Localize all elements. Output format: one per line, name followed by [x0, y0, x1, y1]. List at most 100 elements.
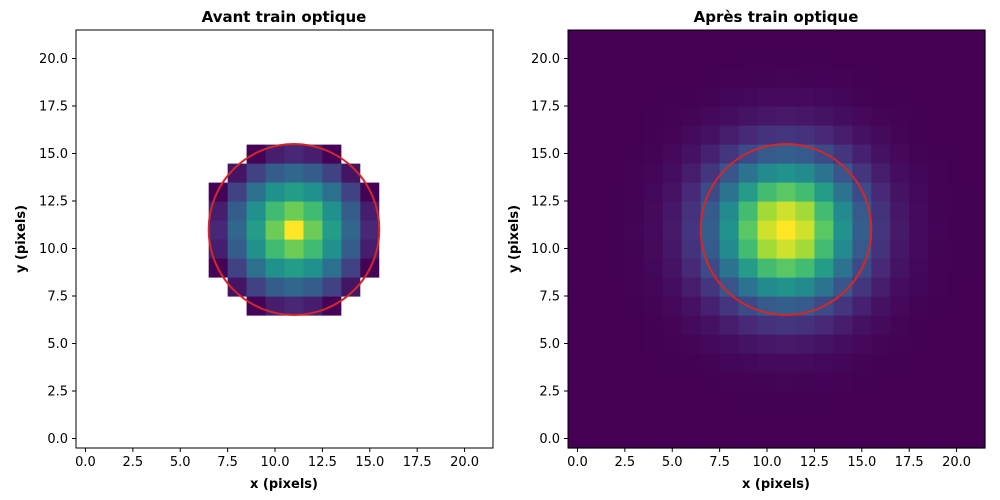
heatmap-cell	[170, 239, 191, 259]
heatmap-cell	[586, 353, 607, 373]
heatmap-cell	[795, 106, 815, 126]
heatmap-cell	[947, 391, 967, 411]
heatmap-cell	[474, 372, 494, 392]
heatmap-cell	[909, 429, 929, 449]
heatmap-cell	[605, 315, 626, 335]
heatmap-cell	[700, 296, 721, 316]
heatmap-cell	[455, 372, 475, 392]
heatmap-cell	[738, 315, 759, 335]
heatmap-cell	[605, 277, 626, 297]
x-tick-label: 7.5	[709, 455, 730, 470]
heatmap-cell	[151, 49, 172, 69]
heatmap-cell	[909, 410, 929, 430]
heatmap-cell	[436, 372, 456, 392]
plot-frame	[75, 29, 494, 449]
heatmap-cell	[795, 315, 815, 335]
heatmap-cell	[681, 353, 702, 373]
heatmap-cell	[586, 49, 607, 69]
heatmap-cell	[208, 30, 229, 50]
heatmap-cell	[890, 334, 910, 354]
heatmap-cell	[605, 182, 626, 202]
y-tick-label: 5.0	[47, 337, 68, 352]
heatmap-cell	[624, 410, 645, 430]
heatmap-cell	[113, 125, 134, 145]
heatmap-cell	[284, 391, 305, 411]
heatmap-cell	[947, 106, 967, 126]
heatmap-cell	[76, 239, 96, 259]
heatmap-cell	[170, 315, 191, 335]
heatmap-cell	[814, 353, 834, 373]
heatmap-cell	[814, 106, 834, 126]
heatmap-cell	[662, 163, 683, 183]
heatmap-cell	[757, 372, 778, 392]
heatmap-cell	[928, 372, 948, 392]
heatmap-cell	[662, 68, 683, 88]
heatmap-cell	[568, 30, 588, 50]
heatmap-cell	[170, 144, 191, 164]
heatmap-cell	[322, 353, 342, 373]
heatmap-cell	[871, 315, 891, 335]
heatmap-cell	[947, 258, 967, 278]
heatmap-cell	[852, 163, 872, 183]
heatmap-cell	[643, 277, 664, 297]
heatmap-cell	[170, 30, 191, 50]
heatmap-cell	[246, 315, 267, 335]
heatmap-cell	[681, 372, 702, 392]
heatmap-cell	[624, 277, 645, 297]
heatmap-cell	[417, 239, 437, 259]
heatmap-cell	[738, 182, 759, 202]
heatmap-cell	[643, 30, 664, 50]
heatmap-cell	[643, 182, 664, 202]
heatmap-cell	[624, 353, 645, 373]
y-axis-ticks: 0.0 2.5 5.0 7.5 10.0 12.5 15.0 17.5 20.0	[39, 52, 76, 447]
heatmap-cell	[341, 277, 361, 297]
heatmap-cell	[966, 239, 986, 259]
heatmap-cell	[360, 391, 380, 411]
heatmap-cell	[341, 144, 361, 164]
heatmap-cell	[170, 258, 191, 278]
heatmap-cell	[833, 106, 853, 126]
heatmap-cell	[928, 106, 948, 126]
heatmap-cell	[151, 258, 172, 278]
heatmap-cell	[909, 315, 929, 335]
heatmap-cell	[681, 277, 702, 297]
heatmap-cell	[871, 144, 891, 164]
heatmap-cell	[284, 277, 305, 297]
heatmap-cell	[795, 277, 815, 297]
heatmap-cell	[76, 106, 96, 126]
heatmap-cell	[795, 391, 815, 411]
heatmap-cell	[303, 372, 323, 392]
heatmap-cell	[700, 391, 721, 411]
heatmap-cell	[265, 30, 286, 50]
heatmap-cell	[719, 30, 740, 50]
heatmap-cell	[76, 87, 96, 107]
heatmap-cell	[719, 68, 740, 88]
heatmap-cell	[417, 258, 437, 278]
heatmap-cell	[947, 315, 967, 335]
heatmap-cell	[871, 258, 891, 278]
heatmap-cell	[643, 49, 664, 69]
panel-title: Après train optique	[694, 8, 859, 26]
heatmap-cell	[568, 296, 588, 316]
heatmap-cell	[303, 410, 323, 430]
heatmap-cell	[605, 87, 626, 107]
heatmap-cell	[928, 258, 948, 278]
heatmap-cell	[681, 296, 702, 316]
heatmap-cell	[852, 106, 872, 126]
heatmap-cell	[586, 429, 607, 449]
heatmap-cell	[947, 144, 967, 164]
heatmap-cell	[189, 372, 210, 392]
heatmap-cell	[474, 277, 494, 297]
heatmap-cell	[586, 391, 607, 411]
heatmap-cell	[151, 201, 172, 221]
heatmap-cell	[303, 125, 323, 145]
heatmap-cell	[757, 182, 778, 202]
heatmap-cell	[738, 87, 759, 107]
heatmap-cell	[303, 258, 323, 278]
heatmap-cell	[189, 182, 210, 202]
heatmap-cell	[341, 220, 361, 240]
heatmap-cell	[624, 429, 645, 449]
heatmap-cell	[814, 372, 834, 392]
heatmap-cell	[303, 87, 323, 107]
heatmap-cell	[113, 106, 134, 126]
